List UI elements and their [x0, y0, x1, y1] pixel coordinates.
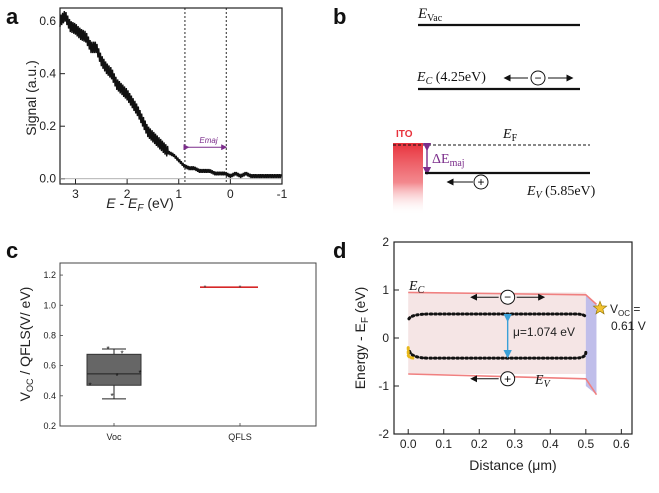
- mu-label: μ=1.074 eV: [513, 325, 575, 339]
- panel-c-frame: [59, 262, 317, 427]
- conduction-band-label: EC (4.25eV): [416, 70, 486, 87]
- y-tick-label: 0.2: [39, 119, 56, 133]
- panel-d-y-label: Energy - EF (eV): [352, 287, 371, 390]
- voc-box: * * * * * *: [86, 345, 142, 401]
- ito-label: ITO: [396, 129, 413, 140]
- panel-d-letter: d: [333, 238, 346, 263]
- panel-d-y-ticks: 2 1 0 -1 -2: [378, 235, 399, 441]
- x-tick-label: 0.3: [506, 437, 523, 451]
- electron-symbol: −: [534, 71, 541, 85]
- hole-symbol: +: [477, 175, 484, 189]
- valence-band: [408, 373, 598, 396]
- panel-b: b EVac EC (4.25eV) − ITO EF ΔEmaj EV (5.…: [333, 4, 596, 215]
- panel-a-frame: [59, 7, 283, 185]
- qfls-data-point: *: [239, 285, 242, 292]
- electron-icon: [530, 70, 546, 86]
- y-tick-label: 0.6: [43, 361, 56, 371]
- panel-a-y-label: Signal (a.u.): [23, 60, 39, 135]
- hole-icon: [500, 371, 516, 387]
- panel-d-x-ticks: 0.0 0.1 0.2 0.3 0.4 0.5 0.6: [400, 429, 630, 451]
- iqr-box: [86, 353, 142, 386]
- x-tick-label: 1: [175, 187, 182, 201]
- gap-region: [408, 292, 586, 374]
- electron-quasi-fermi-level: [407, 312, 588, 321]
- x-tick-label: 0.4: [542, 437, 559, 451]
- y-tick-label: 2: [382, 235, 389, 249]
- panel-d-annotations: −+: [470, 289, 608, 387]
- electron-symbol: −: [504, 290, 511, 304]
- interface-segment: [406, 346, 417, 360]
- hole-icon: [473, 174, 489, 190]
- y-tick-label: -1: [378, 379, 389, 393]
- ec-band-label: EC: [408, 279, 425, 296]
- fermi-level-label: EF: [502, 127, 518, 144]
- y-tick-label: 0: [382, 331, 389, 345]
- panel-c-y-ticks: 0.2 0.4 0.6 0.8 1.0 1.2: [43, 270, 63, 431]
- category-label: QFLS: [228, 432, 252, 442]
- panel-d-bands: [408, 291, 598, 396]
- star-icon: [592, 300, 608, 315]
- voc-data-point: *: [88, 381, 91, 390]
- voc-label: VOC =: [610, 302, 640, 318]
- vacuum-level-label: EVac: [417, 6, 443, 24]
- voc-data-point: *: [115, 372, 118, 381]
- panel-c-y-label: VOC / QFLS(V/ eV): [17, 287, 35, 402]
- panel-d-quasi-fermi-levels: [406, 312, 588, 360]
- y-tick-label: 0.6: [39, 14, 56, 28]
- y-tick-label: -2: [378, 427, 389, 441]
- y-tick-label: 1.2: [43, 270, 56, 280]
- panel-a-signal-trace: [59, 11, 282, 179]
- hole-symbol: +: [504, 372, 511, 386]
- panel-d-x-label: Distance (μm): [469, 457, 556, 473]
- electron-icon: [500, 289, 516, 305]
- x-tick-label: 2: [124, 187, 131, 201]
- x-tick-label: 0: [227, 187, 234, 201]
- panel-a-x-label: E - EF (eV): [106, 195, 174, 214]
- y-tick-label: 0.8: [43, 330, 56, 340]
- x-tick-label: -1: [277, 187, 288, 201]
- y-tick-label: 0.4: [39, 67, 56, 81]
- panel-d-gap-fill: [408, 292, 597, 395]
- panel-c-letter: c: [6, 238, 18, 263]
- voc-value: 0.61 V: [611, 319, 646, 333]
- panel-c-x-ticks: Voc QFLS: [106, 423, 252, 442]
- qfls-data-point: *: [204, 285, 207, 292]
- valence-band-label: EV (5.85eV): [526, 184, 596, 201]
- voc-data-point: *: [120, 350, 123, 359]
- x-tick-label: 0.1: [435, 437, 452, 451]
- y-tick-label: 1.0: [43, 300, 56, 310]
- panel-a-emaj-label: Emaj: [199, 136, 217, 145]
- panel-a-y-ticks: 0.0 0.2 0.4 0.6: [39, 14, 65, 186]
- conduction-band: [408, 291, 598, 305]
- category-label: Voc: [106, 432, 122, 442]
- hole-quasi-fermi-level: [408, 349, 588, 360]
- panel-a: a 0.0 0.2 0.4 0.6 3 2 1 0 -1 Emaj E - EF (eV) S…: [6, 4, 288, 214]
- contact-region: [585, 295, 597, 395]
- y-tick-label: 0.4: [43, 391, 56, 401]
- panel-a-x-ticks: 3 2 1 0 -1: [72, 179, 288, 201]
- delta-emaj-label: ΔEmaj: [432, 152, 465, 169]
- qfls-series: * *: [200, 285, 258, 292]
- y-tick-label: 0.2: [43, 421, 56, 431]
- voc-data-point: *: [106, 345, 109, 354]
- y-tick-label: 1: [382, 283, 389, 297]
- voc-data-point: *: [110, 392, 113, 401]
- panel-c: c 0.20.40.60.81.01.2 Voc QFLS *** *** * * V…: [6, 238, 317, 442]
- panel-a-guide-lines: [184, 8, 227, 184]
- x-tick-label: 0.6: [613, 437, 630, 451]
- x-tick-label: 0.5: [577, 437, 594, 451]
- panel-d: d 210-1-2 0.0 0.1 0.2 0.3 0.4 0.5 0.6 −+ EC EV…: [333, 235, 646, 473]
- x-tick-label: 3: [72, 187, 79, 201]
- x-tick-label: 0.0: [400, 437, 417, 451]
- x-tick-label: 0.2: [471, 437, 488, 451]
- ito-contact: [393, 143, 423, 215]
- panel-a-letter: a: [6, 4, 19, 29]
- y-tick-label: 0.0: [39, 172, 56, 186]
- panel-b-letter: b: [333, 4, 346, 29]
- voc-data-point: *: [138, 369, 141, 378]
- ev-band-label: EV: [534, 373, 552, 390]
